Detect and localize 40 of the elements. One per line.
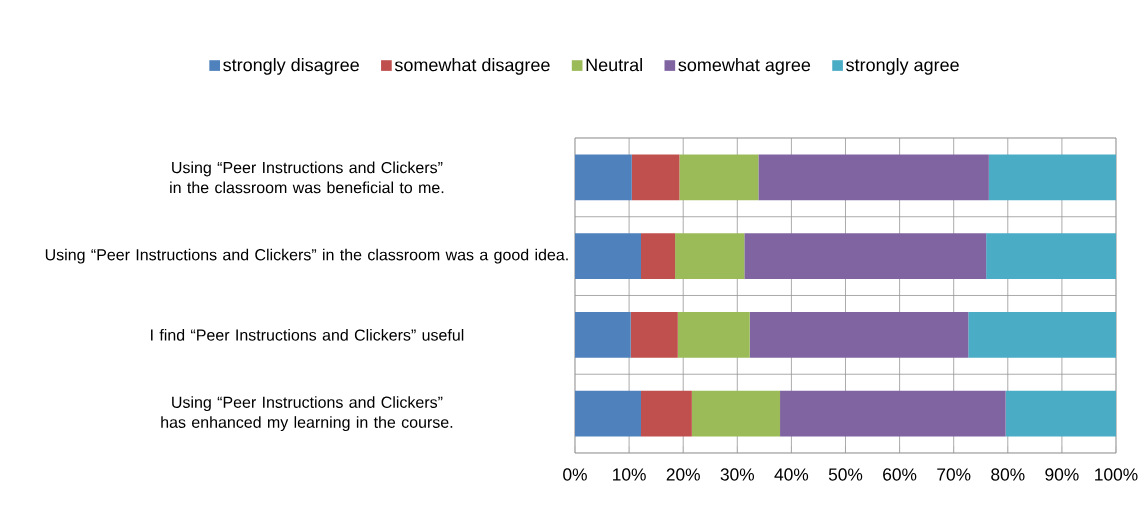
x-tick-label: 20% — [666, 468, 700, 481]
bar — [986, 233, 1116, 279]
y-tick-label: Using “Peer Instructions and Clickers” has enhanced my learning in the course. — [161, 396, 453, 432]
bar — [744, 233, 987, 279]
bar — [758, 154, 989, 201]
y-tick-label: I find “Peer Instructions and Clickers” useful — [151, 329, 464, 341]
x-tick-label: 10% — [613, 468, 646, 481]
legend-label: strongly agree — [846, 58, 959, 75]
bar — [968, 312, 1116, 358]
legend-label: somewhat agree — [678, 58, 811, 75]
x-tick-label: 30% — [720, 468, 755, 481]
y-tick-label: Using “Peer Instructions and Clickers” in the classroom was beneficial to me. — [170, 161, 444, 194]
bar — [641, 233, 676, 279]
legend-label: somewhat disagree — [394, 58, 550, 75]
bar — [575, 233, 641, 279]
bar — [575, 312, 631, 358]
bar — [691, 390, 781, 437]
x-tick-label: 100% — [1095, 468, 1138, 481]
bar — [677, 312, 750, 358]
legend-label: strongly disagree — [223, 58, 359, 75]
x-tick-label: 40% — [774, 468, 809, 481]
bar — [749, 312, 969, 358]
x-tick-label: 90% — [1045, 468, 1079, 481]
y-tick-label: Using “Peer Instructions and Clickers” in the classroom was a good idea. — [45, 248, 568, 264]
bar — [988, 154, 1116, 201]
x-tick-label: 60% — [883, 468, 917, 481]
x-tick-label: 0% — [563, 468, 587, 481]
bar — [575, 154, 632, 201]
x-tick-label: 70% — [937, 468, 971, 481]
bar — [631, 154, 680, 201]
legend-label: Neutral — [586, 58, 642, 72]
bar — [575, 390, 641, 437]
bar — [679, 154, 759, 201]
bar — [1005, 390, 1116, 437]
bar — [780, 390, 1006, 437]
bar — [630, 312, 678, 358]
bar — [675, 233, 745, 279]
x-tick-label: 50% — [828, 468, 863, 481]
x-tick-label: 80% — [991, 468, 1025, 481]
bar — [641, 390, 692, 437]
